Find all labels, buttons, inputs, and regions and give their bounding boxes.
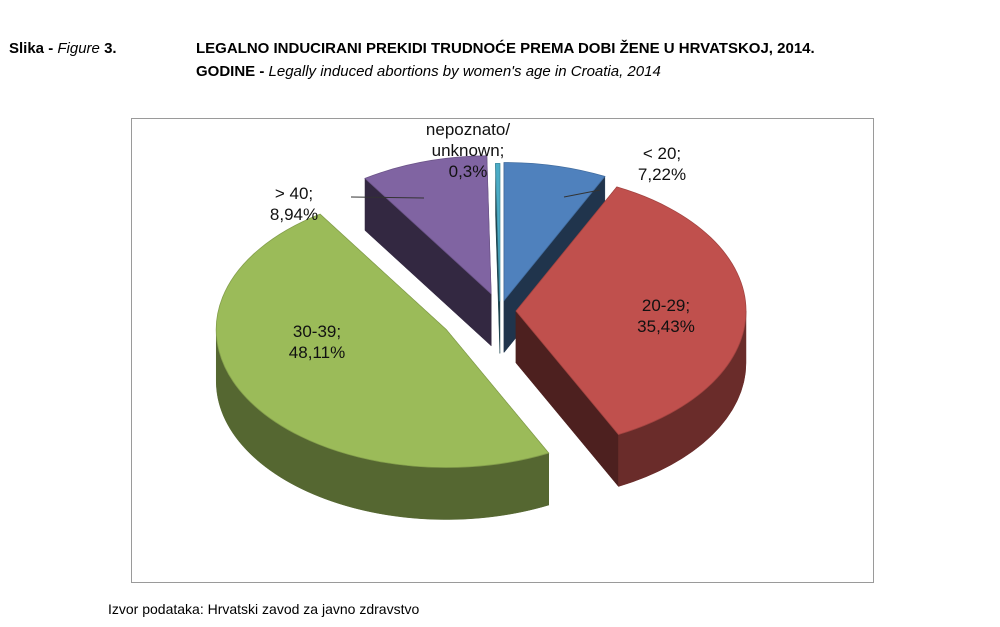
pie-slice-nepoznato-unknown xyxy=(495,163,501,354)
figure-label-italic: Figure xyxy=(57,40,100,57)
pie-slice-30-39 xyxy=(215,213,550,520)
chart-title-line2-italic: Legally induced abortions by women's age… xyxy=(268,63,661,80)
slice-data-label: nepoznato/unknown; 0,3% xyxy=(426,120,510,181)
leader-line xyxy=(350,196,425,199)
chart-frame: < 20; 7,22% 20-29; 35,43% 30-39; 48,11% > 40; 8… xyxy=(131,118,874,583)
figure-number: 3. xyxy=(104,40,117,57)
leader-line xyxy=(563,189,601,198)
slice-data-label: 20-29; 35,43% xyxy=(637,296,695,336)
slice-data-label: < 20; 7,22% xyxy=(638,144,686,184)
data-source-note: Izvor podataka: Hrvatski zavod za javno … xyxy=(108,601,420,617)
figure-label: Slika - Figure 3. xyxy=(9,40,117,57)
pie-slice-20-29 xyxy=(515,186,747,488)
chart-title-line2-bold: GODINE - xyxy=(196,63,265,80)
chart-title-line1: LEGALNO INDUCIRANI PREKIDI TRUDNOĆE PREM… xyxy=(196,40,815,57)
chart-title-line2: GODINE - Legally induced abortions by wo… xyxy=(196,63,661,80)
slice-data-label: 30-39; 48,11% xyxy=(289,322,345,362)
slice-data-label: > 40; 8,94% xyxy=(270,184,318,224)
pie-slice--40 xyxy=(364,155,492,347)
figure-label-prefix: Slika - xyxy=(9,40,54,57)
pie-chart: < 20; 7,22% 20-29; 35,43% 30-39; 48,11% > 40; 8… xyxy=(215,120,747,520)
